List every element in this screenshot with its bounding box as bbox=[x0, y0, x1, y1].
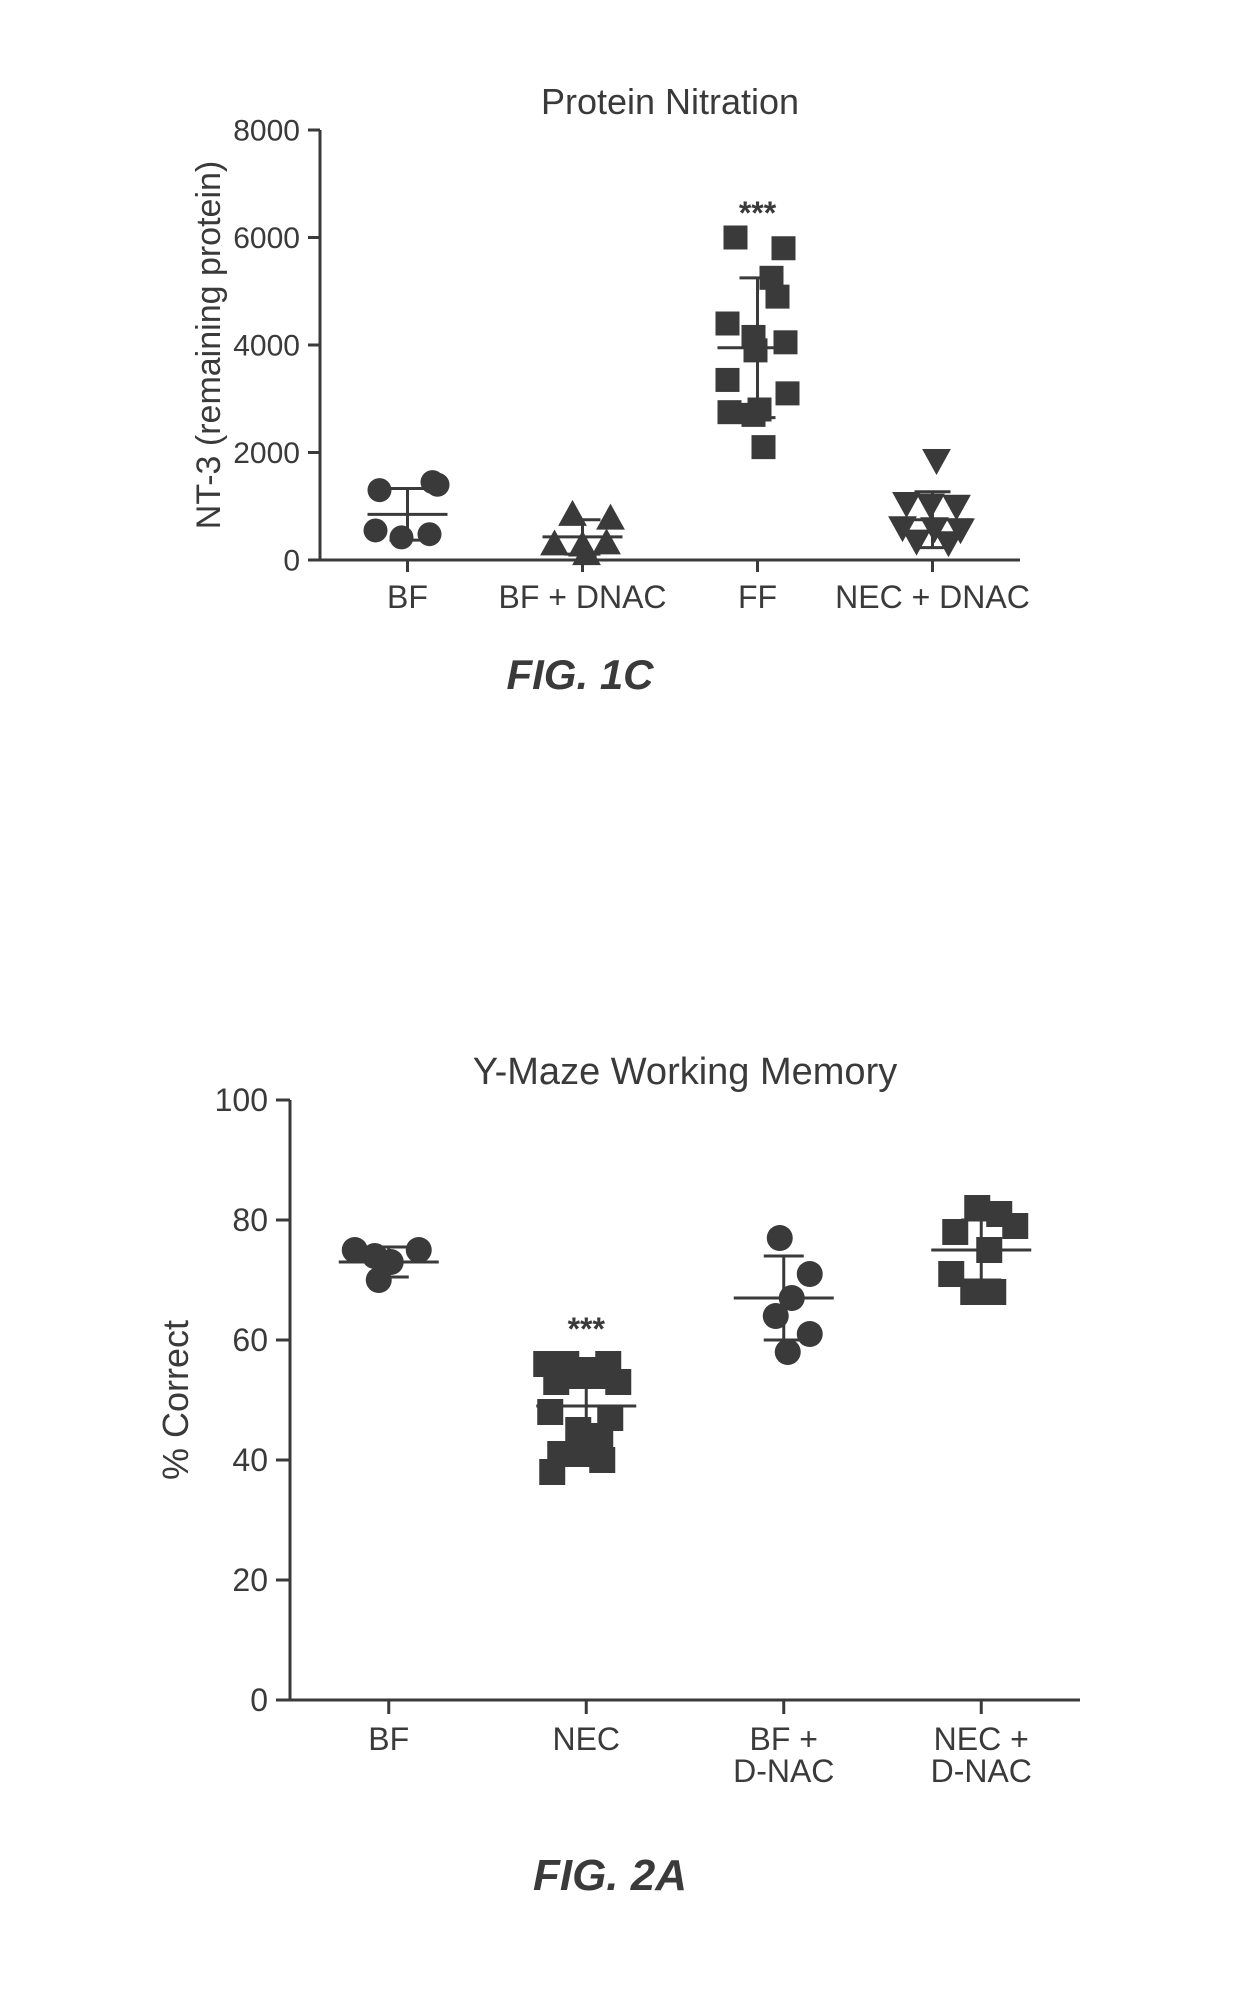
chart-protein-nitration: Protein Nitration 0 2000 4000 6000 8000NT-3 (… bbox=[120, 60, 1040, 699]
chart-ymaze-working-memory: Y-Maze Working Memory 0 20 40 60 80 100 % Corre… bbox=[110, 1020, 1110, 1901]
data-point bbox=[744, 338, 768, 362]
data-point bbox=[892, 492, 921, 518]
svg-text:FF: FF bbox=[738, 579, 777, 615]
data-point bbox=[797, 1261, 823, 1287]
svg-text:BF +: BF + bbox=[750, 1721, 818, 1757]
svg-text:6000: 6000 bbox=[233, 222, 300, 255]
data-point bbox=[390, 525, 414, 549]
significance-marker: *** bbox=[568, 1311, 606, 1347]
data-point bbox=[942, 495, 971, 521]
data-point bbox=[797, 1321, 823, 1347]
significance-marker: *** bbox=[739, 195, 777, 231]
data-point bbox=[763, 1303, 789, 1329]
svg-text:60: 60 bbox=[232, 1322, 268, 1358]
data-point bbox=[772, 236, 796, 260]
data-point bbox=[922, 449, 951, 475]
data-point bbox=[366, 1267, 392, 1293]
svg-text:2000: 2000 bbox=[233, 437, 300, 470]
data-point bbox=[752, 435, 776, 459]
data-point bbox=[718, 400, 742, 424]
svg-text:40: 40 bbox=[232, 1442, 268, 1478]
svg-text:100: 100 bbox=[215, 1082, 268, 1118]
data-point bbox=[775, 1339, 801, 1365]
svg-text:BF + DNAC: BF + DNAC bbox=[498, 579, 666, 615]
svg-text:NEC +: NEC + bbox=[934, 1721, 1029, 1757]
data-point bbox=[418, 522, 442, 546]
data-point bbox=[592, 528, 621, 554]
data-point bbox=[774, 330, 798, 354]
data-point bbox=[776, 381, 800, 405]
data-point bbox=[596, 504, 625, 530]
svg-text:4000: 4000 bbox=[233, 330, 300, 363]
data-point bbox=[537, 1399, 563, 1425]
svg-text:8000: 8000 bbox=[233, 115, 300, 148]
data-point bbox=[716, 312, 740, 336]
data-point bbox=[767, 1225, 793, 1251]
data-point bbox=[605, 1369, 631, 1395]
data-point bbox=[976, 1237, 1002, 1263]
data-point bbox=[766, 285, 790, 309]
data-point bbox=[916, 494, 945, 520]
svg-text:BF: BF bbox=[368, 1721, 409, 1757]
chart-2-svg: Y-Maze Working Memory 0 20 40 60 80 100 % Corre… bbox=[110, 1020, 1110, 1840]
data-point bbox=[558, 500, 587, 526]
data-point bbox=[902, 530, 931, 556]
data-point bbox=[368, 478, 392, 502]
data-point bbox=[942, 1219, 968, 1245]
chart-title: Y-Maze Working Memory bbox=[473, 1051, 897, 1093]
data-point bbox=[742, 403, 766, 427]
svg-text:0: 0 bbox=[283, 545, 300, 578]
data-point bbox=[426, 473, 450, 497]
data-point bbox=[539, 1459, 565, 1485]
data-point bbox=[934, 531, 963, 557]
svg-text:80: 80 bbox=[232, 1202, 268, 1238]
svg-text:0: 0 bbox=[250, 1682, 268, 1718]
chart-title: Protein Nitration bbox=[541, 81, 799, 122]
svg-text:D-NAC: D-NAC bbox=[733, 1753, 834, 1789]
data-point bbox=[716, 368, 740, 392]
data-point bbox=[589, 1447, 615, 1473]
y-axis-label: NT-3 (remaining protein) bbox=[190, 161, 228, 529]
data-point bbox=[540, 529, 569, 555]
data-point bbox=[980, 1279, 1006, 1305]
data-point bbox=[406, 1237, 432, 1263]
svg-text:NEC: NEC bbox=[552, 1721, 620, 1757]
fig-label-1c: FIG. 1C bbox=[120, 651, 1040, 699]
svg-text:BF: BF bbox=[387, 579, 428, 615]
data-point bbox=[364, 518, 388, 542]
y-axis-label: % Correct bbox=[155, 1320, 196, 1480]
svg-text:NEC + DNAC: NEC + DNAC bbox=[835, 579, 1030, 615]
svg-text:20: 20 bbox=[232, 1562, 268, 1598]
data-point bbox=[1002, 1213, 1028, 1239]
chart-1-svg: Protein Nitration 0 2000 4000 6000 8000NT-3 (… bbox=[120, 60, 1040, 640]
svg-text:D-NAC: D-NAC bbox=[931, 1753, 1032, 1789]
fig-label-2a: FIG. 2A bbox=[110, 1851, 1110, 1901]
